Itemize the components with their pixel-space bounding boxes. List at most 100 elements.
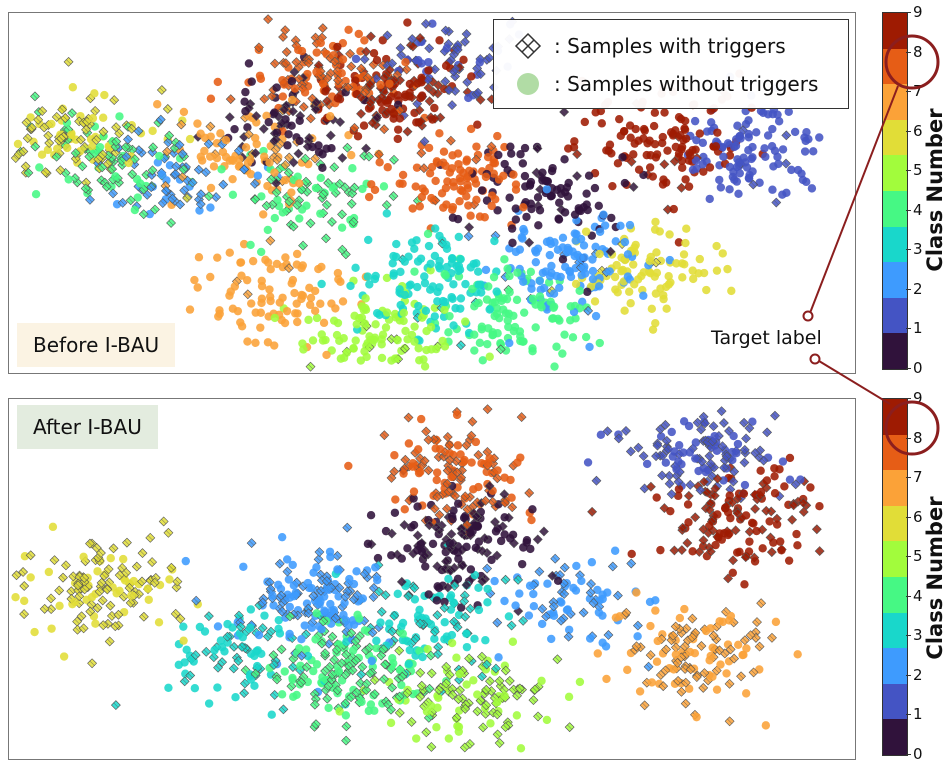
triggered-point	[201, 167, 211, 178]
clean-point	[90, 89, 99, 98]
clean-point	[467, 458, 476, 467]
triggered-point	[257, 623, 268, 634]
triggered-point	[330, 613, 341, 624]
clean-point	[612, 260, 621, 270]
triggered-point	[11, 570, 22, 581]
colorbar-segment-4	[883, 190, 907, 227]
triggered-point	[356, 108, 366, 119]
clean-point	[650, 225, 660, 234]
triggered-point	[80, 183, 91, 194]
clean-point	[542, 715, 552, 725]
clean-point	[441, 271, 450, 280]
triggered-point	[177, 148, 188, 159]
clean-point	[793, 165, 803, 175]
clean-point	[705, 163, 715, 172]
triggered-point	[664, 478, 675, 489]
clean-point	[752, 526, 761, 536]
clean-point	[620, 237, 630, 247]
clean-point	[462, 680, 471, 689]
triggered-point	[109, 95, 120, 106]
clean-point	[663, 146, 672, 155]
clean-point	[440, 597, 449, 607]
clean-point	[688, 547, 697, 556]
clean-point	[361, 294, 370, 303]
triggered-point	[744, 423, 755, 434]
clean-point	[625, 287, 634, 296]
triggered-point	[572, 171, 582, 181]
clean-point	[210, 646, 219, 655]
triggered-point	[490, 517, 500, 527]
clean-point	[326, 112, 335, 121]
clean-point	[396, 267, 405, 277]
triggered-point	[787, 514, 798, 525]
clean-point	[500, 513, 509, 522]
clean-point	[733, 439, 743, 449]
triggered-point	[696, 424, 706, 435]
clean-point	[357, 697, 366, 707]
triggered-point	[288, 662, 298, 672]
triggered-point	[33, 114, 44, 125]
triggered-point	[680, 698, 691, 709]
triggered-point	[739, 457, 750, 468]
clean-point	[115, 586, 124, 595]
clean-point	[595, 227, 605, 236]
clean-point	[735, 131, 745, 141]
triggered-point	[788, 500, 799, 511]
clean-point	[599, 210, 608, 219]
clean-point	[679, 250, 689, 259]
triggered-point	[203, 611, 214, 622]
clean-point	[511, 215, 521, 224]
triggered-point	[396, 50, 407, 61]
colorbar-segment-2	[883, 262, 907, 298]
triggered-point	[487, 496, 498, 507]
triggered-point	[811, 524, 822, 535]
clean-point	[289, 581, 299, 590]
clean-point	[433, 287, 442, 297]
triggered-point	[471, 154, 482, 165]
clean-point	[507, 493, 516, 502]
clean-point	[209, 162, 219, 171]
clean-point	[256, 74, 266, 84]
clean-point	[652, 150, 662, 159]
triggered-point	[443, 486, 454, 497]
clean-point	[342, 348, 351, 357]
triggered-point	[19, 609, 30, 619]
triggered-point	[376, 606, 387, 617]
triggered-point	[724, 716, 735, 727]
triggered-point	[351, 655, 361, 666]
clean-point	[680, 260, 689, 269]
clean-point	[487, 201, 496, 211]
triggered-point	[361, 143, 371, 154]
clean-point	[410, 267, 419, 276]
clean-point	[358, 594, 368, 603]
triggered-point	[415, 33, 426, 43]
clean-point	[560, 155, 569, 164]
clean-point	[455, 197, 464, 206]
triggered-point	[461, 440, 472, 451]
clean-point	[738, 650, 747, 660]
clean-point	[517, 559, 527, 569]
clean-point	[445, 311, 454, 321]
clean-point	[595, 338, 604, 348]
clean-point	[348, 646, 358, 655]
clean-point	[389, 659, 398, 668]
triggered-point	[317, 23, 328, 34]
clean-point	[555, 283, 564, 292]
clean-point	[735, 169, 745, 178]
clean-point	[519, 203, 528, 212]
clean-point	[157, 170, 167, 179]
triggered-point	[44, 138, 55, 148]
triggered-point	[424, 520, 435, 531]
panel-after: After I-BAU	[8, 398, 856, 760]
colorbar-tick: 0	[906, 359, 923, 377]
clean-point	[793, 541, 802, 550]
clean-point	[630, 280, 639, 289]
clean-point	[507, 224, 517, 233]
triggered-point	[122, 537, 132, 548]
triggered-point	[347, 665, 358, 676]
triggered-point	[266, 174, 277, 185]
clean-point	[493, 131, 502, 141]
clean-point	[111, 172, 120, 181]
triggered-point	[433, 80, 444, 91]
clean-point	[430, 634, 439, 644]
